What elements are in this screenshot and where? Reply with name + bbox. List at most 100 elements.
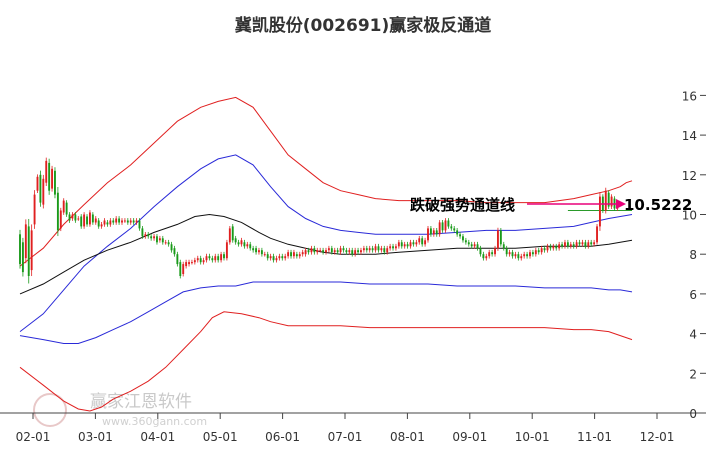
candlestick <box>496 227 499 251</box>
candlestick <box>450 224 453 231</box>
x-tick-label: 07-01 <box>328 430 363 444</box>
candlestick <box>156 233 158 245</box>
candlestick <box>438 220 441 237</box>
candlestick <box>298 251 301 259</box>
candlestick <box>228 226 231 245</box>
candlestick <box>362 245 365 253</box>
candlestick <box>392 243 394 251</box>
candlestick <box>531 249 534 257</box>
candlestick <box>464 237 467 245</box>
candlestick <box>330 245 333 255</box>
y-tick-label: 14 <box>682 129 697 143</box>
candlestick <box>313 245 316 255</box>
candlestick <box>499 227 502 247</box>
candlestick <box>459 231 462 239</box>
candlestick <box>479 245 482 257</box>
candlestick <box>406 241 409 249</box>
candlestick <box>36 174 39 194</box>
x-tick-label: 11-01 <box>577 430 612 444</box>
candlestick <box>383 245 386 255</box>
candlestick <box>193 257 196 265</box>
candlestick <box>523 251 526 259</box>
candlestick <box>596 224 598 245</box>
annotation: 跌破强势通道线 10.5222 <box>410 196 692 214</box>
candlestick <box>610 194 613 209</box>
candlestick <box>138 218 141 231</box>
candlestick <box>144 231 147 239</box>
candlestick <box>427 226 429 243</box>
candlestick <box>526 251 529 259</box>
candlestick <box>21 237 24 277</box>
candlestick <box>339 245 342 255</box>
candlestick <box>281 253 284 261</box>
y-tick-label: 0 <box>689 407 697 421</box>
candlestick <box>319 247 322 253</box>
candlestick <box>409 239 412 249</box>
candlestick <box>118 216 121 225</box>
candlestick <box>196 255 199 263</box>
candlesticks <box>19 157 619 284</box>
candlestick <box>316 247 319 255</box>
candlestick <box>287 249 290 259</box>
candlestick <box>71 212 74 221</box>
candlestick <box>91 212 94 225</box>
candlestick <box>123 218 126 223</box>
candlestick <box>269 253 272 261</box>
candlestick <box>360 247 362 255</box>
candlestick <box>593 239 596 247</box>
candlestick <box>214 253 217 263</box>
candlestick <box>88 210 91 227</box>
candlestick <box>403 241 406 249</box>
x-tick-label: 02-01 <box>16 430 51 444</box>
candlestick <box>158 235 161 243</box>
candlestick <box>397 239 400 249</box>
candlestick <box>371 245 374 253</box>
candlestick <box>476 241 479 251</box>
candlestick <box>153 233 156 241</box>
candlestick <box>546 243 549 253</box>
candlestick <box>488 249 491 259</box>
candlestick <box>68 212 71 223</box>
watermark-url: www.360gann.com <box>102 415 207 428</box>
candlestick <box>473 241 476 249</box>
candlestick <box>456 227 459 237</box>
candlestick <box>74 212 77 223</box>
candlestick <box>77 216 80 221</box>
candlestick <box>566 239 569 249</box>
candlestick <box>386 245 389 255</box>
candlestick <box>54 167 56 199</box>
candlestick <box>185 259 188 269</box>
candlestick <box>237 239 240 247</box>
candlestick <box>569 241 572 249</box>
candlestick <box>441 220 444 233</box>
candlestick <box>170 241 173 253</box>
candlestick <box>444 218 447 233</box>
candlestick <box>252 245 255 253</box>
candlestick <box>290 249 292 259</box>
y-axis: 0 2 4 6 8 10 12 14 16 <box>682 89 706 421</box>
annotation-value: 10.5222 <box>624 196 692 214</box>
candlestick <box>540 245 543 255</box>
candlestick <box>572 241 575 249</box>
candlestick <box>598 192 601 231</box>
candlestick <box>249 241 252 251</box>
candlestick <box>462 233 464 243</box>
candlestick <box>202 257 205 265</box>
y-tick-label: 12 <box>682 169 697 183</box>
candlestick <box>24 219 27 264</box>
candlestick <box>199 255 202 265</box>
candlestick <box>578 239 581 247</box>
candlestick <box>100 222 103 229</box>
candlestick <box>607 190 610 209</box>
candlestick <box>190 259 193 265</box>
candlestick <box>336 247 339 255</box>
candlestick <box>502 241 505 251</box>
series-line-inner-upper <box>19 154 633 332</box>
x-tick-label: 05-01 <box>203 430 238 444</box>
candlestick <box>234 235 237 245</box>
candlestick <box>418 235 421 245</box>
candlestick <box>45 157 48 187</box>
candlestick <box>94 216 97 225</box>
x-tick-label: 03-01 <box>78 430 113 444</box>
